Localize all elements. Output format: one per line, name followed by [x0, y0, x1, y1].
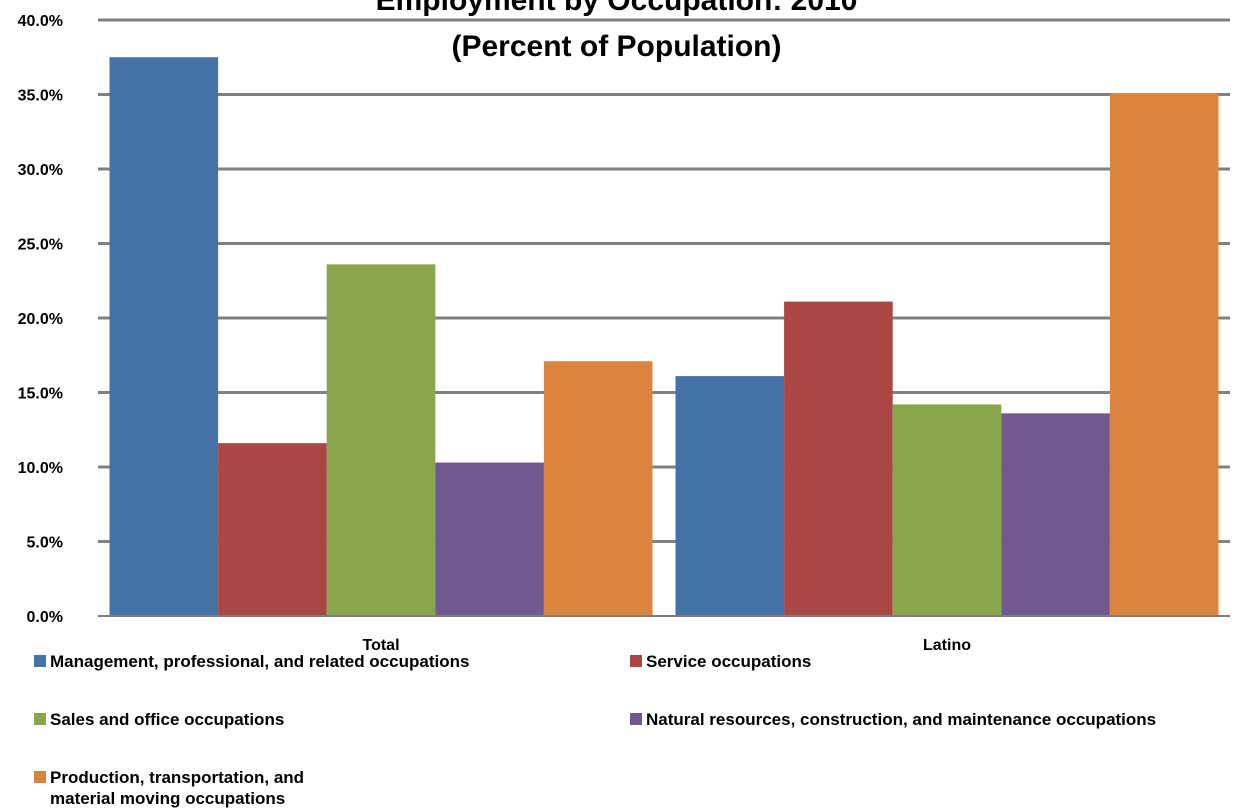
chart-subtitle: (Percent of Population) [451, 30, 782, 63]
bar [543, 361, 653, 616]
bar [326, 264, 436, 616]
bar [218, 443, 327, 616]
legend-swatch-management [34, 655, 46, 667]
y-tick-label: 15.0% [18, 386, 63, 403]
bar [435, 462, 544, 616]
y-tick-label: 10.0% [18, 460, 63, 477]
legend-swatch-service [630, 655, 642, 667]
bar [1001, 413, 1110, 616]
legend-label-service: Service occupations [646, 652, 812, 671]
chart-title: Employment by Occupation: 2010 [375, 0, 858, 17]
legend-swatch-natural-resources [630, 713, 642, 725]
x-category-label: Latino [923, 637, 971, 654]
legend-label-natural-resources: Natural resources, construction, and mai… [646, 710, 1157, 729]
x-category-labels: Total Latino [362, 637, 971, 654]
bar [1109, 93, 1219, 616]
legend-label-sales-office: Sales and office occupations [50, 710, 285, 729]
y-tick-label: 0.0% [27, 609, 63, 626]
y-tick-label: 40.0% [18, 13, 63, 30]
y-tick-label: 35.0% [18, 88, 63, 105]
y-tick-label: 20.0% [18, 311, 63, 328]
legend-swatch-production [34, 771, 46, 783]
legend-swatch-sales-office [34, 713, 46, 725]
bars [109, 57, 1219, 616]
x-category-label: Total [362, 637, 399, 654]
bar [675, 376, 785, 616]
legend-label-production: Production, transportation, and material… [50, 768, 305, 808]
legend-label-management: Management, professional, and related oc… [50, 652, 470, 671]
y-tick-label: 25.0% [18, 237, 63, 254]
bar [784, 301, 893, 616]
bar [109, 57, 219, 616]
y-tick-label: 30.0% [18, 162, 63, 179]
bar [892, 404, 1002, 616]
y-tick-labels: 0.0% 5.0% 10.0% 15.0% 20.0% 25.0% 30.0% 35.0% 40… [18, 13, 63, 626]
y-tick-label: 5.0% [27, 535, 63, 552]
